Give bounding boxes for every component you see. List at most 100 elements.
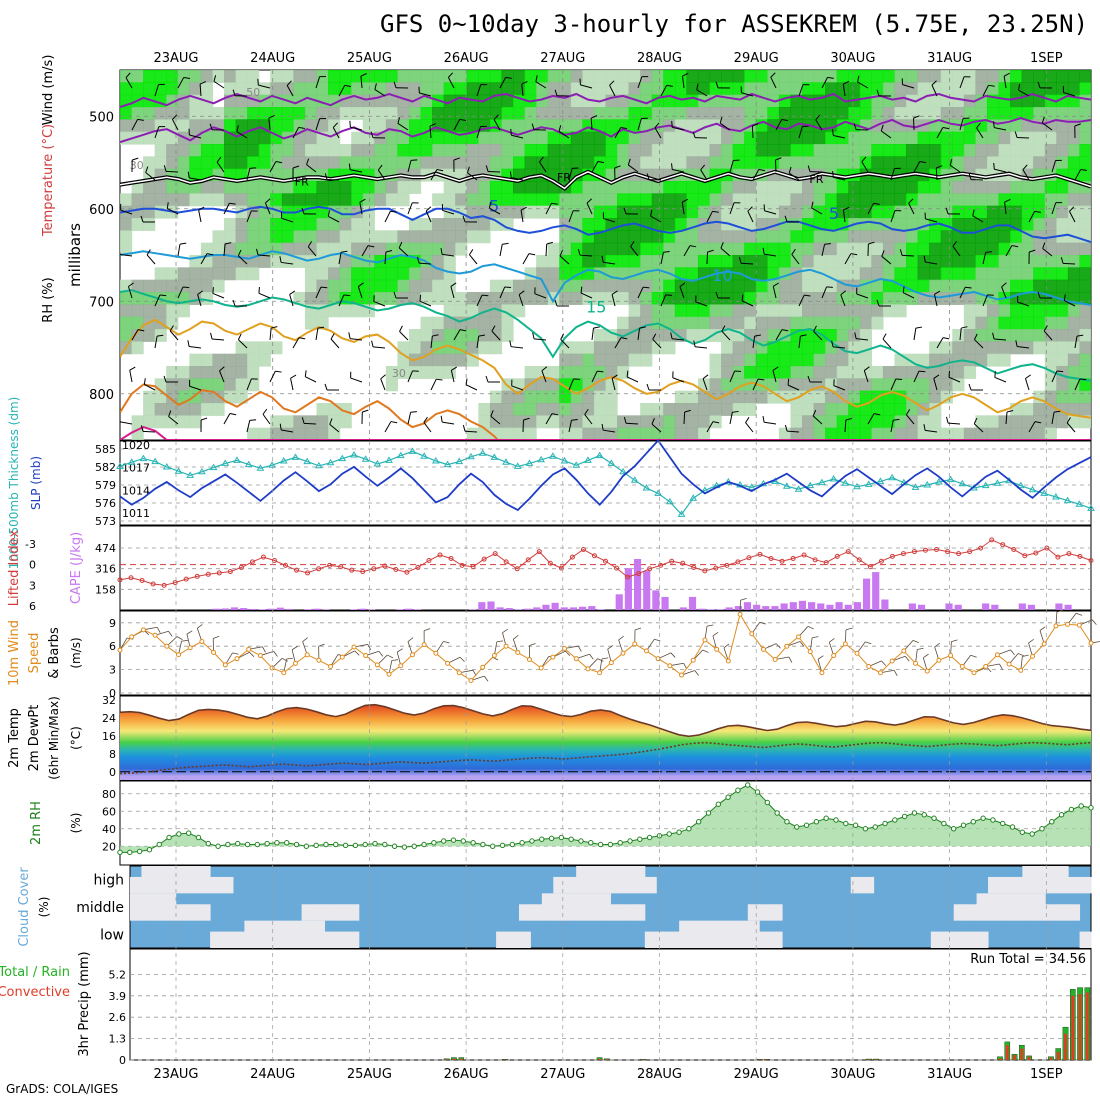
wind-barb-shaft	[144, 384, 156, 391]
wind-barb	[450, 366, 458, 383]
wind-barb-shaft	[450, 286, 455, 299]
isotherm-label: FR	[809, 173, 823, 186]
wind10m-barb-flag	[1022, 654, 1029, 657]
thickness-point	[1052, 493, 1060, 500]
wind-barb-shaft	[747, 210, 754, 223]
wind-barb-flag	[298, 126, 305, 129]
rh-cell	[906, 70, 919, 83]
wind-barb-flag	[893, 418, 900, 421]
rh-cell	[1056, 181, 1069, 194]
rh-cell	[466, 82, 479, 96]
wind10m-barb-flag	[817, 655, 824, 660]
rh2m-units: (%)	[69, 813, 83, 834]
rh-cell	[744, 329, 757, 342]
wind-barb	[876, 299, 892, 307]
rh-cell	[362, 242, 375, 256]
wind-barb-flag	[868, 241, 875, 245]
rh-cell	[859, 378, 872, 392]
wind10m-barb-flag	[156, 627, 161, 633]
wind-barb-shaft	[890, 378, 897, 391]
rh-cell	[917, 205, 930, 219]
rh-cell	[1044, 107, 1057, 120]
rh-cell	[686, 144, 699, 157]
wind-barb	[821, 286, 833, 299]
rh-cell	[351, 181, 364, 194]
rh-cell	[871, 131, 884, 145]
rh-cell	[674, 70, 688, 83]
rh-cell	[143, 415, 156, 429]
rh-cell	[674, 403, 688, 416]
thickness-point	[513, 462, 522, 469]
rh-cell	[813, 144, 826, 157]
wind-barb	[520, 206, 527, 223]
rh-cell	[1010, 341, 1023, 355]
rh-cell	[212, 353, 225, 367]
wind-barb-shaft	[672, 169, 685, 173]
cloud-cell	[587, 866, 600, 894]
wind-barb-shaft	[947, 422, 961, 425]
rh-cell	[455, 230, 468, 244]
rh-cell	[466, 156, 479, 170]
rh-cell	[836, 316, 849, 330]
wind-barb	[1003, 72, 1010, 89]
rh-cell	[281, 70, 294, 83]
rh-cell	[385, 267, 399, 281]
rh-cell	[767, 82, 780, 96]
li-point	[1088, 558, 1094, 564]
wind-barb	[568, 419, 578, 433]
wind-barb-shaft	[268, 118, 271, 131]
wind-barb-flag	[693, 340, 696, 347]
rh-cell	[940, 366, 953, 379]
li-point	[227, 569, 233, 575]
wind-barb-shaft	[905, 414, 915, 425]
wind-barb-flag	[961, 326, 968, 329]
rh-cell	[917, 353, 930, 367]
rh-cell	[455, 353, 468, 367]
wind-barb-shaft	[154, 294, 161, 307]
rh-cell	[986, 193, 1000, 207]
rh-cell	[605, 390, 618, 404]
rh-cell	[975, 316, 988, 330]
wind-barb	[1066, 417, 1076, 433]
wind-barb-flag	[762, 415, 765, 423]
rh-cell	[524, 390, 537, 404]
wind-barb-flag	[734, 370, 742, 372]
rh-cell	[929, 279, 942, 293]
wind-barb	[1041, 116, 1053, 131]
wind-barb-flag	[573, 378, 580, 380]
rh-cell	[466, 107, 479, 120]
rh-cell	[316, 107, 329, 120]
rh-cell	[189, 403, 202, 416]
rh-cell	[871, 218, 884, 231]
wind-barb	[384, 210, 397, 223]
rh-cell	[882, 255, 896, 268]
rh2m-point	[225, 841, 231, 848]
rh-cell	[570, 341, 583, 355]
date-label-bottom: 29AUG	[734, 1067, 779, 1082]
rh-cell	[952, 82, 965, 96]
cloud-cell	[244, 920, 257, 948]
wind-barb-flag	[652, 333, 657, 340]
wind-barb-shaft	[520, 210, 524, 223]
wind-barb-flag	[732, 410, 739, 413]
rh-cell	[848, 255, 861, 268]
wind-barb-shaft	[172, 119, 179, 131]
rh-cell	[767, 156, 780, 170]
wind-barb-shaft	[982, 294, 988, 307]
rh-cell	[744, 255, 757, 268]
wind-barb	[738, 257, 754, 265]
rh-cell	[721, 279, 734, 293]
rh-cell	[674, 193, 688, 207]
li-point	[547, 560, 553, 566]
wind10m-point	[246, 646, 252, 652]
wind-barb	[994, 371, 1007, 383]
li-point	[1000, 542, 1006, 548]
wind10m-barb-flag	[845, 627, 853, 631]
rh-cell	[1056, 218, 1069, 231]
wind-barb	[418, 86, 432, 97]
rh-cell	[443, 193, 456, 207]
wind-barb-shaft	[154, 126, 160, 139]
cloud-cell	[221, 931, 234, 948]
rh-cell	[952, 230, 965, 244]
wind-barb	[1051, 159, 1062, 173]
